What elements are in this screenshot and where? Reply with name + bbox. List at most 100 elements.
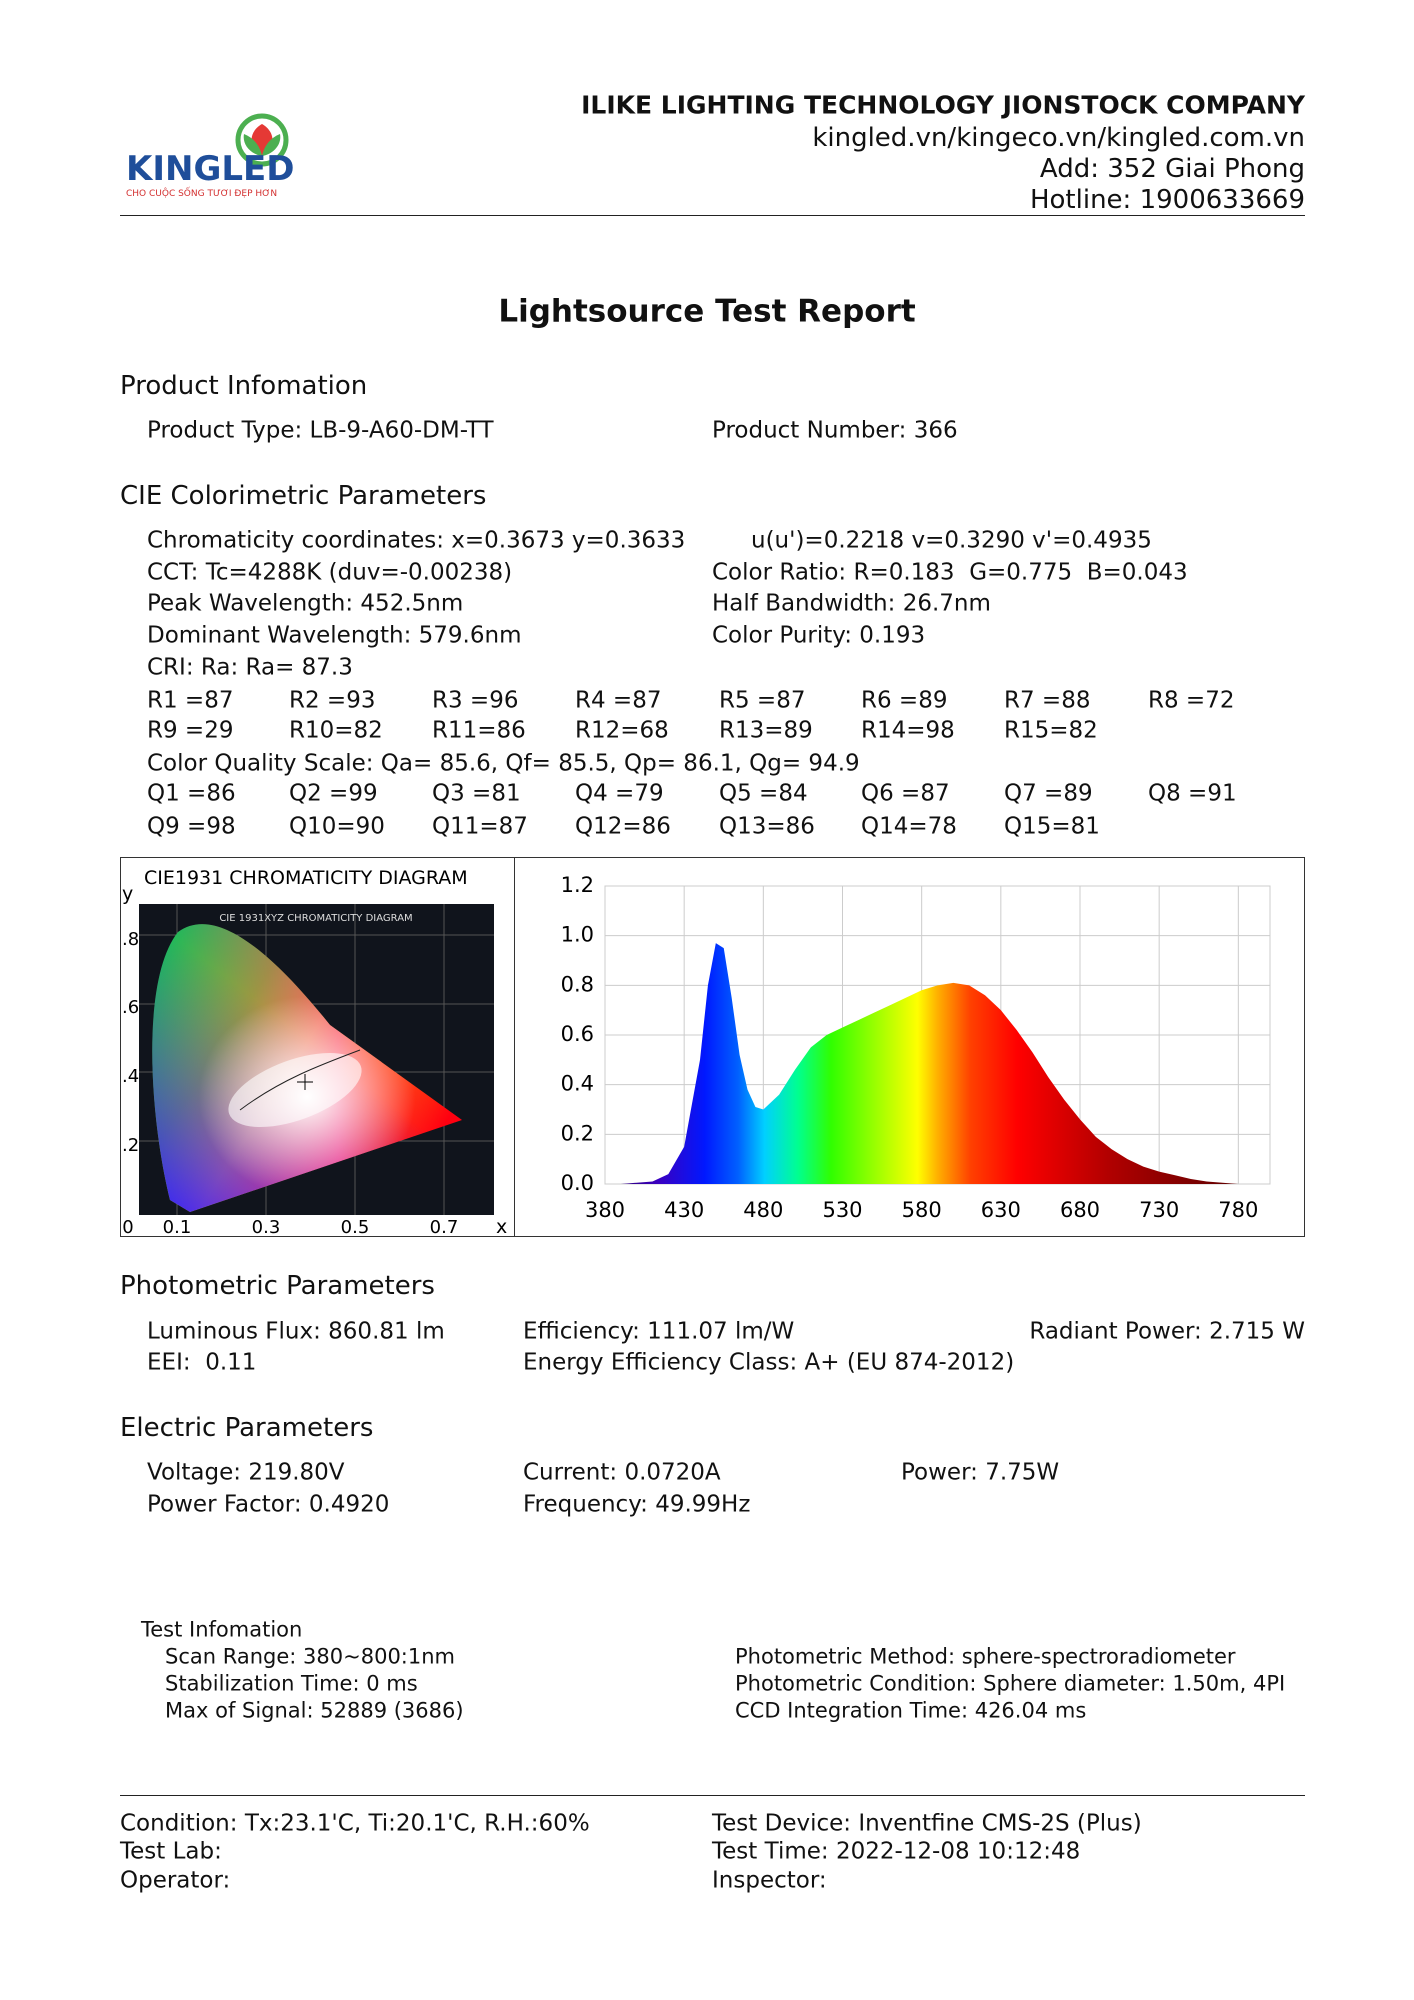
index-value: Q9 =98	[147, 813, 236, 840]
index-value: Q15=81	[1004, 813, 1100, 840]
index-value: Q7 =89	[1004, 780, 1093, 807]
chart-box	[120, 857, 1305, 1237]
x-tick-label: 0.7	[430, 1217, 459, 1238]
index-value: R10=82	[289, 717, 383, 744]
y-tick-label: 0.8	[561, 972, 594, 996]
index-value: Q12=86	[575, 813, 671, 840]
param: Scan Range: 380~800:1nm	[165, 1644, 456, 1669]
x-tick-label: 430	[664, 1198, 704, 1222]
param: Chromaticity coordinates: x=0.3673 y=0.3…	[147, 527, 686, 554]
divider	[514, 857, 515, 1237]
company: ILIKE LIGHTING TECHNOLOGY JIONSTOCK COMP…	[581, 90, 1305, 120]
rule	[120, 1795, 1305, 1796]
y-tick-label: 0.2	[561, 1121, 594, 1145]
x-tick-label: 480	[743, 1198, 783, 1222]
param: CRI: Ra: Ra= 87.3	[147, 654, 353, 681]
param: Half Bandwidth: 26.7nm	[712, 590, 991, 617]
index-value: Q13=86	[719, 813, 815, 840]
spectrum-area	[605, 943, 1239, 1184]
y-tick-label: .2	[122, 1135, 139, 1156]
index-value: Q2 =99	[289, 780, 378, 807]
param: EEI: 0.11	[147, 1349, 257, 1376]
x-tick-label: 630	[981, 1198, 1021, 1222]
footer-field: Test Device: Inventfine CMS-2S (Plus)	[712, 1810, 1142, 1837]
param: Color Purity: 0.193	[712, 622, 926, 649]
index-value: R14=98	[861, 717, 955, 744]
index-value: R11=86	[432, 717, 526, 744]
x-label: x	[496, 1216, 507, 1238]
x-tick-label: 0.5	[341, 1217, 370, 1238]
index-value: R6 =89	[861, 687, 948, 714]
param: Power Factor: 0.4920	[147, 1491, 390, 1518]
product-type: Product Type: LB-9-A60-DM-TT	[147, 417, 494, 444]
y-tick-label: .6	[122, 997, 139, 1018]
param: Max of Signal: 52889 (3686)	[165, 1698, 464, 1723]
title: Lightsource Test Report	[498, 293, 916, 330]
param: Peak Wavelength: 452.5nm	[147, 590, 464, 617]
param: Luminous Flux: 860.81 lm	[147, 1318, 445, 1345]
footer-field: Test Time: 2022-12-08 10:12:48	[712, 1838, 1081, 1865]
x-tick-label: 780	[1218, 1198, 1258, 1222]
param: Frequency: 49.99Hz	[523, 1491, 751, 1518]
index-value: R8 =72	[1148, 687, 1235, 714]
index-value: R9 =29	[147, 717, 234, 744]
index-value: R5 =87	[719, 687, 806, 714]
x-tick-label: 730	[1139, 1198, 1179, 1222]
product-number: Product Number: 366	[712, 417, 958, 444]
index-value: R7 =88	[1004, 687, 1091, 714]
index-value: Q14=78	[861, 813, 957, 840]
param: Photometric Method: sphere-spectroradiom…	[735, 1644, 1236, 1669]
footer-field: Condition: Tx:23.1'C, Ti:20.1'C, R.H.:60…	[120, 1810, 590, 1837]
y-tick-label: .4	[122, 1066, 139, 1087]
param: Color Quality Scale: Qa= 85.6, Qf= 85.5,…	[147, 750, 860, 777]
slogan: CHO CUỘC SỐNG TƯƠI ĐẸP HƠN	[126, 186, 277, 199]
param: Power: 7.75W	[901, 1459, 1060, 1486]
index-value: R12=68	[575, 717, 669, 744]
x-tick-label: 680	[1060, 1198, 1100, 1222]
website: kingled.vn/kingeco.vn/kingled.com.vn	[812, 123, 1305, 153]
index-value: Q10=90	[289, 813, 385, 840]
param: u(u')=0.2218 v=0.3290 v'=0.4935	[751, 527, 1152, 554]
address: Add: 352 Giai Phong	[1039, 154, 1305, 184]
index-value: R4 =87	[575, 687, 662, 714]
x-tick-label: 580	[902, 1198, 942, 1222]
param: CCT: Tc=4288K (duv=-0.00238)	[147, 559, 513, 586]
hotline: Hotline: 1900633669	[1029, 185, 1305, 215]
heading: Electric Parameters	[120, 1413, 374, 1443]
horseshoe	[152, 924, 462, 1212]
param: CCD Integration Time: 426.04 ms	[735, 1698, 1087, 1723]
index-value: R1 =87	[147, 687, 234, 714]
footer-field: Inspector:	[712, 1867, 827, 1894]
param: Efficiency: 111.07 lm/W	[523, 1318, 795, 1345]
y-tick-label: .8	[122, 929, 139, 950]
footer-field: Operator:	[120, 1867, 231, 1894]
logo: KINGLED CHO CUỘC SỐNG TƯƠI ĐẸP HƠN	[126, 113, 294, 199]
x-tick-label: 0.3	[252, 1217, 281, 1238]
index-value: Q8 =91	[1148, 780, 1237, 807]
cie-diagram: CIE 1931XYZ CHROMATICITY DIAGRAM CIE1931…	[122, 867, 1271, 1238]
param: Photometric Condition: Sphere diameter: …	[735, 1671, 1286, 1696]
x-tick-label: 530	[822, 1198, 862, 1222]
index-value: R13=89	[719, 717, 813, 744]
y-label: y	[122, 883, 133, 905]
y-tick-label: 1.2	[561, 873, 594, 897]
index-value: R3 =96	[432, 687, 519, 714]
rule	[120, 215, 1305, 216]
y-tick-label: 0.6	[561, 1022, 594, 1046]
index-value: Q11=87	[432, 813, 528, 840]
param: Energy Efficiency Class: A+ (EU 874-2012…	[523, 1349, 1015, 1376]
heading: Photometric Parameters	[120, 1271, 435, 1301]
index-value: Q6 =87	[861, 780, 950, 807]
x-tick-label: 0.1	[163, 1217, 192, 1238]
y-tick-label: 0.4	[561, 1072, 594, 1096]
param: Color Ratio: R=0.183 G=0.775 B=0.043	[712, 559, 1188, 586]
x-tick-label: 380	[585, 1198, 625, 1222]
heading: CIE Colorimetric Parameters	[120, 481, 487, 511]
index-value: Q3 =81	[432, 780, 521, 807]
index-value: Q5 =84	[719, 780, 808, 807]
x-tick-label: 0	[122, 1217, 133, 1238]
param: Current: 0.0720A	[523, 1459, 721, 1486]
diagram-title: CIE1931 CHROMATICITY DIAGRAM	[144, 867, 468, 889]
index-value: Q1 =86	[147, 780, 236, 807]
